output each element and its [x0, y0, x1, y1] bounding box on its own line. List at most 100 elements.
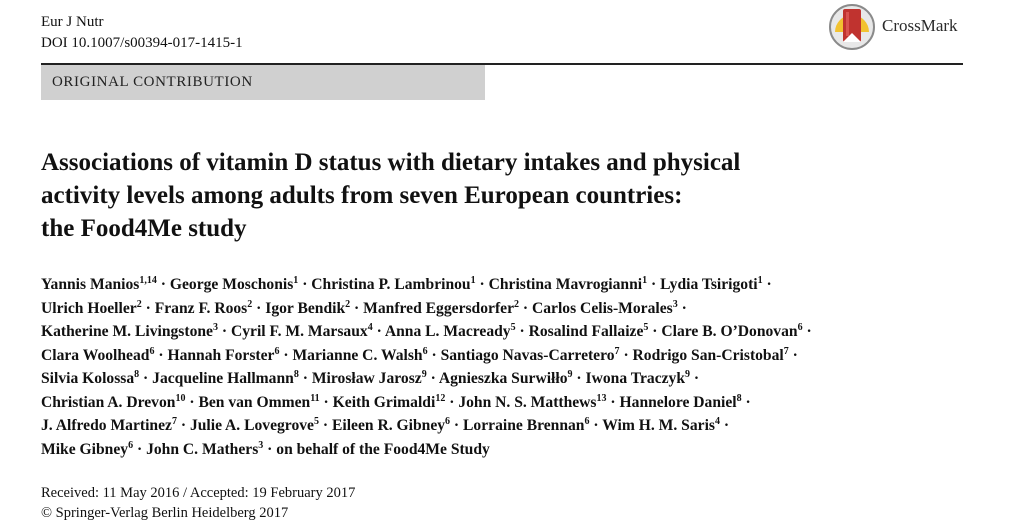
- author-separator: ·: [426, 370, 439, 387]
- author-separator: ·: [318, 417, 332, 434]
- affiliation-marker: 10: [175, 392, 186, 404]
- affiliation-marker: 7: [783, 345, 789, 357]
- author-separator: ·: [217, 323, 231, 340]
- crossmark-label: CrossMark: [882, 16, 958, 35]
- affiliation-marker: 4: [714, 416, 720, 427]
- author-name[interactable]: Franz F. Roos: [154, 299, 248, 317]
- copyright: © Springer-Verlag Berlin Heidelberg 2017: [41, 505, 289, 521]
- author-name[interactable]: Wim H. M. Saris: [602, 417, 715, 434]
- affiliation-marker: 2: [247, 298, 253, 310]
- author-name[interactable]: Mirosław Jarosz: [311, 370, 422, 387]
- author-separator: ·: [690, 370, 700, 387]
- affiliation-marker: 6: [149, 345, 155, 357]
- crossmark-badge[interactable]: CrossMark: [829, 2, 979, 52]
- author-name[interactable]: Christina P. Lambrinou: [311, 276, 471, 293]
- author-line: Yannis Manios1,14 · George Moschonis1 · …: [41, 273, 981, 297]
- affiliation-marker: 2: [513, 298, 519, 310]
- affiliation-marker: 12: [435, 392, 446, 404]
- journal-header: Eur J Nutr DOI 10.1007/s00394-017-1415-1: [41, 12, 243, 54]
- author-line: J. Alfredo Martinez7 · Julie A. Lovegrov…: [41, 414, 981, 438]
- author-name[interactable]: John C. Mathers: [146, 440, 259, 458]
- title-line: the Food4Me study: [41, 215, 247, 242]
- affiliation-marker: 7: [614, 345, 620, 357]
- author-line: Christian A. Drevon10 · Ben van Ommen11 …: [41, 391, 981, 415]
- author-line: Katherine M. Livingstone3 · Cyril F. M. …: [41, 320, 981, 344]
- author-name[interactable]: Iwona Traczyk: [585, 370, 686, 387]
- author-name[interactable]: Igor Bendik: [265, 299, 346, 317]
- author-name[interactable]: Julie A. Lovegrove: [189, 417, 314, 434]
- author-name[interactable]: Lorraine Brennan: [463, 417, 585, 434]
- author-separator: ·: [141, 299, 155, 317]
- affiliation-marker: 2: [136, 298, 142, 310]
- affiliation-marker: 1: [757, 275, 763, 286]
- author-separator: ·: [741, 393, 751, 411]
- section-label: ORIGINAL CONTRIBUTION: [52, 74, 253, 90]
- author-name[interactable]: George Moschonis: [169, 276, 294, 293]
- affiliation-marker: 8: [134, 369, 140, 380]
- author-separator: ·: [802, 323, 812, 340]
- section-band: ORIGINAL CONTRIBUTION: [41, 65, 485, 100]
- affiliation-marker: 5: [313, 416, 319, 427]
- author-separator: ·: [475, 276, 489, 293]
- author-name[interactable]: Katherine M. Livingstone: [41, 323, 213, 340]
- article-dates: Received: 11 May 2016 / Accepted: 19 Feb…: [41, 483, 355, 523]
- affiliation-marker: 6: [584, 416, 590, 427]
- author-name[interactable]: Keith Grimaldi: [332, 393, 436, 411]
- affiliation-marker: 1,14: [139, 275, 157, 286]
- affiliation-marker: 3: [258, 439, 264, 451]
- author-separator: ·: [133, 440, 147, 458]
- author-name[interactable]: Mike Gibney: [41, 440, 129, 458]
- author-name[interactable]: on behalf of the Food4Me Study: [276, 440, 490, 458]
- author-name[interactable]: Manfred Eggersdorfer: [363, 299, 514, 317]
- author-name[interactable]: Rosalind Fallaize: [528, 323, 644, 340]
- affiliation-marker: 5: [510, 322, 516, 333]
- author-name[interactable]: Ulrich Hoeller: [41, 299, 137, 317]
- received-accepted: Received: 11 May 2016 / Accepted: 19 Feb…: [41, 485, 356, 501]
- author-separator: ·: [350, 299, 364, 317]
- author-separator: ·: [788, 346, 798, 364]
- author-name[interactable]: Ben van Ommen: [198, 393, 311, 411]
- crossmark-icon: [829, 4, 875, 50]
- affiliation-marker: 6: [422, 345, 428, 357]
- author-separator: ·: [319, 393, 333, 411]
- author-name[interactable]: Cyril F. M. Marsaux: [230, 323, 368, 340]
- author-name[interactable]: John N. S. Matthews: [458, 393, 597, 411]
- author-name[interactable]: Hannah Forster: [167, 346, 275, 364]
- affiliation-marker: 9: [421, 369, 427, 380]
- affiliation-marker: 13: [596, 392, 607, 404]
- title-line: activity levels among adults from seven …: [41, 182, 683, 209]
- article-title: Associations of vitamin D status with di…: [41, 146, 961, 245]
- author-list: Yannis Manios1,14 · George Moschonis1 · …: [41, 273, 981, 461]
- author-name[interactable]: Hannelore Daniel: [619, 393, 737, 411]
- author-separator: ·: [518, 299, 532, 317]
- affiliation-marker: 4: [367, 322, 373, 333]
- header-divider: [41, 63, 963, 65]
- author-separator: ·: [298, 276, 312, 293]
- author-name[interactable]: Lydia Tsirigoti: [660, 276, 758, 293]
- author-line: Silvia Kolossa8 · Jacqueline Hallmann8 ·…: [41, 367, 981, 391]
- author-separator: ·: [719, 417, 730, 434]
- author-name[interactable]: Silvia Kolossa: [41, 370, 135, 387]
- author-name[interactable]: Rodrigo San-Cristobal: [632, 346, 784, 364]
- author-name[interactable]: Carlos Celis-Morales: [531, 299, 673, 317]
- author-separator: ·: [648, 323, 662, 340]
- author-name[interactable]: Jacqueline Hallmann: [152, 370, 294, 387]
- author-line: Mike Gibney6 · John C. Mathers3 · on beh…: [41, 438, 981, 462]
- author-name[interactable]: Clara Woolhead: [41, 346, 150, 364]
- author-name[interactable]: Clare B. O’Donovan: [661, 323, 798, 340]
- doi[interactable]: DOI 10.1007/s00394-017-1415-1: [41, 35, 243, 51]
- author-name[interactable]: Yannis Manios: [41, 276, 140, 293]
- author-separator: ·: [589, 417, 603, 434]
- author-name[interactable]: Agnieszka Surwiłło: [438, 370, 568, 387]
- author-name[interactable]: J. Alfredo Martinez: [41, 417, 172, 434]
- author-name[interactable]: Santiago Navas-Carretero: [440, 346, 615, 364]
- author-name[interactable]: Christina Mavrogianni: [488, 276, 643, 293]
- author-line: Clara Woolhead6 · Hannah Forster6 · Mari…: [41, 344, 981, 368]
- author-name[interactable]: Anna L. Macready: [384, 323, 511, 340]
- author-name[interactable]: Christian A. Drevon: [41, 393, 176, 411]
- author-name[interactable]: Eileen R. Gibney: [331, 417, 446, 434]
- author-separator: ·: [606, 393, 620, 411]
- author-line: Ulrich Hoeller2 · Franz F. Roos2 · Igor …: [41, 297, 981, 321]
- author-name[interactable]: Marianne C. Walsh: [292, 346, 423, 364]
- affiliation-marker: 8: [293, 369, 299, 380]
